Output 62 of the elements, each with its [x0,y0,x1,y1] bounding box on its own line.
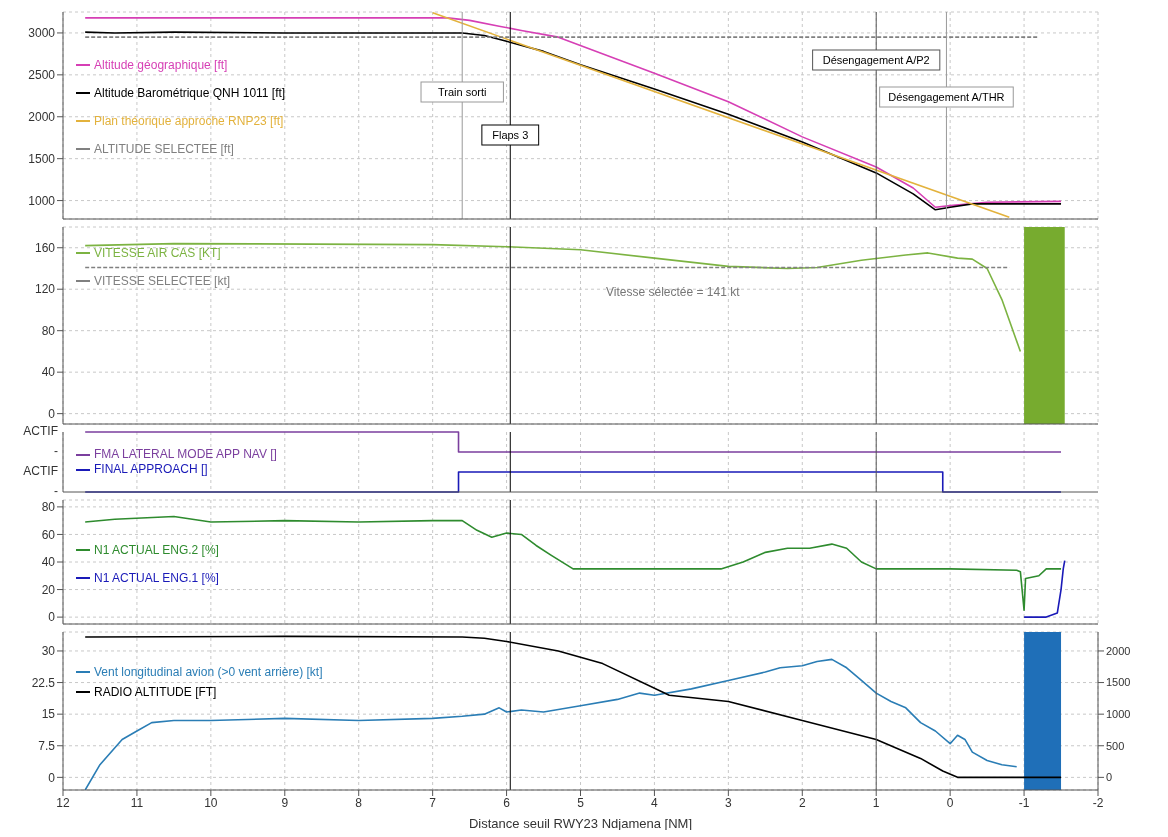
y2-tick-label: 1500 [1106,676,1131,689]
x-tick-label: 11 [130,795,144,810]
y-tick-label: 3000 [28,26,56,41]
x-tick-label: 9 [281,795,289,810]
y-tick-label: 1500 [28,151,56,166]
legend-label: VITESSE SELECTEE [kt] [93,273,231,291]
x-tick-label: 7 [429,795,437,810]
legend-label: ALTITUDE SELECTEE [ft] [93,141,235,158]
y-tick-label: 0 [48,770,56,785]
x-tick-label: 12 [56,795,70,810]
y-tick-label: 40 [41,365,56,380]
legend-label: VITESSE AIR CAS [KT] [93,245,222,263]
text: ACTIF [22,464,58,478]
y2-tick-label: 0 [1106,771,1113,784]
y2-tick-label: 1000 [1106,708,1131,721]
x-tick-label: 0 [946,795,954,810]
y-tick-label: 30 [41,644,56,659]
legend-label: N1 ACTUAL ENG.1 [%] [93,569,219,587]
ref-line-label: Flaps 3 [492,129,529,141]
y-tick-label: 1000 [28,193,56,208]
legend-label: Altitude Barométrique QNH 1011 [ft] [93,85,286,102]
x-tick-label: 1 [872,795,880,810]
y-tick-label: 7.5 [38,739,56,754]
x-tick-label: 10 [204,795,218,810]
legend-label: FINAL APPROACH [] [93,462,209,478]
annotation: Vitesse sélectée = 141 kt [606,284,740,299]
text: - [53,444,58,458]
y2-tick-label: 2000 [1106,644,1131,657]
y-tick-label: 80 [41,500,56,515]
y-tick-label: 22.5 [31,675,56,690]
legend-label: RADIO ALTITUDE [FT] [93,684,218,702]
x-tick-label: -1 [1018,795,1030,810]
x-tick-label: 2 [798,795,806,810]
y-tick-label: 2000 [28,110,56,125]
y-tick-label: 0 [48,610,56,625]
x-axis-title: Distance seuil RWY23 Ndjamena [NM] [468,816,693,831]
y-tick-label: 0 [48,406,56,421]
y-tick-label: 2500 [28,68,56,83]
legend-label: N1 ACTUAL ENG.2 [%] [93,541,219,559]
text: ACTIF [22,424,58,438]
x-tick-label: -2 [1092,795,1104,810]
y-tick-label: 60 [41,527,56,542]
legend-label: FMA LATERAL MODE APP NAV [] [93,447,277,463]
y-tick-label: 40 [41,555,56,570]
y2-tick-label: 500 [1106,739,1125,752]
ref-line-label: Train sorti [437,86,487,98]
x-tick-label: 4 [651,795,659,810]
y-tick-label: 20 [41,582,56,597]
y-tick-label: 80 [41,323,56,338]
x-tick-label: 6 [503,795,511,810]
ref-line-label: Désengagement A/THR [888,91,1005,103]
text: - [53,484,58,498]
ref-line-label: Désengagement A/P2 [822,54,930,66]
legend-label: Vent longitudinal avion (>0 vent arrière) [kt] [93,664,323,682]
y-tick-label: 120 [34,282,56,297]
y-tick-label: 15 [41,707,56,722]
x-tick-label: 3 [725,795,733,810]
legend-label: Altitude géographique [ft] [93,57,229,74]
y-tick-label: 160 [34,241,56,255]
legend-label: Plan théorique approche RNP23 [ft] [93,113,285,130]
x-tick-label: 8 [355,795,363,810]
x-tick-label: 5 [577,795,585,810]
